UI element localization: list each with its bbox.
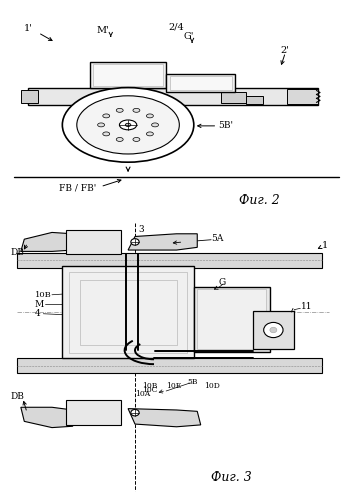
- Polygon shape: [128, 234, 197, 250]
- Bar: [21, 89, 38, 103]
- Text: 10D: 10D: [204, 382, 220, 390]
- Polygon shape: [128, 409, 201, 427]
- Bar: [66, 230, 121, 254]
- Text: 4: 4: [35, 309, 40, 318]
- Text: 5B: 5B: [187, 378, 197, 386]
- Text: 3: 3: [138, 225, 144, 234]
- Bar: [62, 266, 194, 358]
- Bar: [169, 76, 232, 89]
- Text: 2/4: 2/4: [169, 23, 184, 32]
- Text: 2': 2': [280, 46, 289, 55]
- Bar: [166, 74, 235, 91]
- Circle shape: [116, 138, 123, 141]
- Text: 1': 1': [24, 24, 33, 33]
- Bar: [94, 64, 163, 86]
- Text: 11: 11: [301, 302, 312, 311]
- Text: Фиг. 3: Фиг. 3: [211, 471, 252, 484]
- Circle shape: [133, 138, 140, 141]
- Circle shape: [98, 123, 104, 127]
- Text: Фиг. 2: Фиг. 2: [239, 194, 280, 207]
- Text: G: G: [218, 278, 225, 287]
- Circle shape: [103, 114, 110, 118]
- Bar: [253, 311, 294, 349]
- Bar: [197, 289, 267, 349]
- Bar: [17, 253, 322, 267]
- Circle shape: [270, 327, 277, 333]
- Text: 5A: 5A: [211, 234, 223, 243]
- Bar: [221, 91, 246, 103]
- Bar: [80, 280, 176, 345]
- Polygon shape: [21, 407, 73, 428]
- Text: 10A: 10A: [135, 390, 150, 398]
- Circle shape: [62, 88, 194, 162]
- Bar: [66, 401, 121, 425]
- Bar: [246, 96, 263, 104]
- Text: 10B: 10B: [142, 382, 157, 390]
- Text: DB: DB: [11, 249, 24, 257]
- Bar: [194, 286, 270, 352]
- Polygon shape: [21, 233, 73, 251]
- Text: FB / FB': FB / FB': [59, 183, 96, 192]
- Circle shape: [151, 123, 158, 127]
- Circle shape: [131, 410, 139, 416]
- Circle shape: [131, 239, 139, 245]
- Circle shape: [264, 322, 283, 338]
- Circle shape: [116, 108, 123, 112]
- Circle shape: [146, 114, 153, 118]
- Text: M: M: [35, 300, 44, 309]
- Circle shape: [77, 96, 179, 154]
- Bar: [90, 62, 166, 88]
- Text: DB: DB: [11, 393, 24, 402]
- Bar: [17, 358, 322, 373]
- Text: 10E: 10E: [166, 382, 181, 390]
- Bar: [28, 88, 318, 105]
- Text: 10C: 10C: [142, 386, 157, 394]
- Circle shape: [103, 132, 110, 136]
- Bar: [69, 272, 187, 353]
- Circle shape: [146, 132, 153, 136]
- Text: M': M': [97, 26, 110, 35]
- Text: 1: 1: [322, 242, 328, 250]
- Text: 5B': 5B': [218, 121, 233, 130]
- Text: 10B: 10B: [35, 291, 52, 299]
- Circle shape: [119, 120, 137, 130]
- Circle shape: [125, 123, 131, 126]
- Bar: [287, 89, 318, 104]
- Text: G': G': [184, 32, 194, 41]
- Circle shape: [133, 108, 140, 112]
